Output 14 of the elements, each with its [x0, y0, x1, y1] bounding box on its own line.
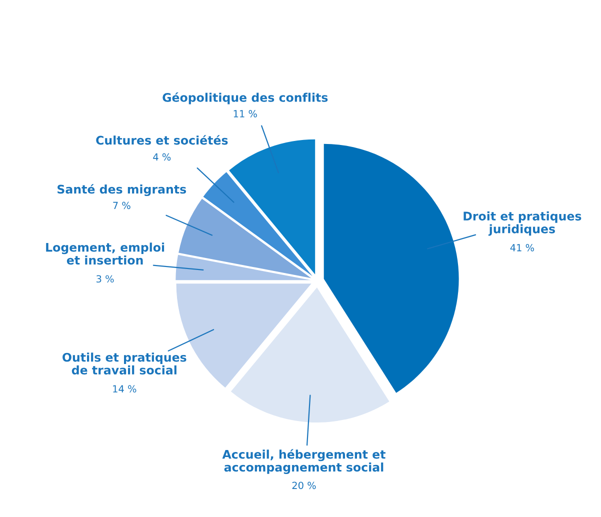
slice-label: Logement, emploi et insertion	[46, 242, 164, 265]
data-label: 3 %	[96, 275, 114, 283]
data-label: 14 %	[113, 385, 136, 393]
slice-label: Santé des migrants	[58, 184, 186, 196]
slice-label: Accueil, hébergement et accompagnement social	[222, 449, 386, 474]
slice-label: Géopolitique des conflits	[162, 92, 328, 104]
data-label: 20 %	[292, 482, 316, 490]
data-label: 7 %	[113, 202, 130, 210]
data-label: 4 %	[153, 153, 171, 161]
slice-label: Droit et pratiques juridiques	[464, 211, 582, 236]
data-label: 11 %	[234, 110, 257, 118]
data-label: 41 %	[510, 244, 534, 252]
slice-label: Outils et pratiques de travail social	[62, 352, 186, 375]
slice-label: Cultures et sociétés	[96, 135, 228, 145]
